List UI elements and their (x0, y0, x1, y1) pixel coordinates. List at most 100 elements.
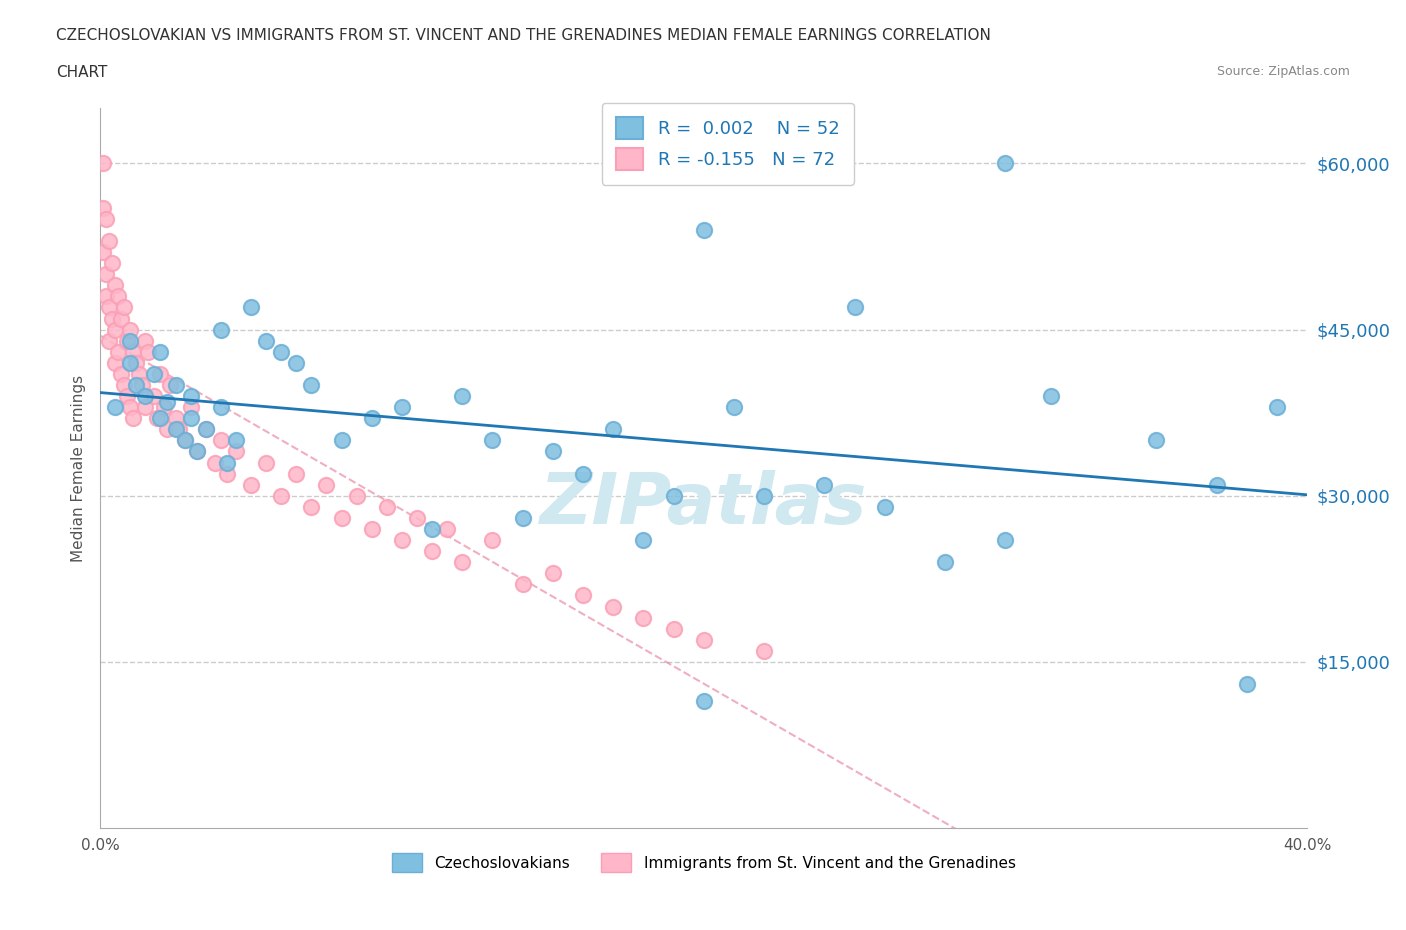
Point (270, 488, 292, 503)
Point (209, 322, 232, 337)
Point (360, 411, 382, 426)
Point (693, 693, 716, 708)
Point (633, 533, 655, 548)
Point (299, 378, 322, 392)
Point (125, 378, 148, 392)
Point (873, 499, 896, 514)
Point (360, 522, 382, 537)
Point (204, 455, 226, 470)
Point (107, 289, 129, 304)
Point (215, 466, 238, 481)
Point (117, 389, 139, 404)
Point (254, 333, 277, 348)
Point (173, 433, 195, 448)
Point (152, 400, 174, 415)
Point (117, 333, 139, 348)
Point (346, 488, 368, 503)
Point (91, 156, 114, 171)
Point (98, 300, 121, 315)
Point (451, 555, 474, 570)
Point (149, 411, 172, 426)
Point (120, 322, 142, 337)
Point (330, 433, 353, 448)
Point (209, 400, 232, 415)
Point (180, 411, 202, 426)
Point (173, 433, 195, 448)
Point (240, 477, 263, 492)
Point (104, 355, 127, 370)
Point (1236, 677, 1258, 692)
Point (994, 156, 1017, 171)
Point (662, 621, 685, 636)
Point (285, 355, 308, 370)
Point (844, 300, 866, 315)
Point (96, 267, 118, 282)
Point (693, 632, 716, 647)
Point (134, 389, 156, 404)
Point (225, 433, 247, 448)
Point (107, 344, 129, 359)
Point (180, 389, 202, 404)
Text: ZIPatlas: ZIPatlas (540, 470, 868, 538)
Point (104, 278, 127, 293)
Point (1205, 477, 1227, 492)
Point (602, 599, 624, 614)
Point (155, 422, 177, 437)
Point (165, 411, 187, 426)
Point (146, 411, 169, 426)
Point (110, 311, 132, 325)
Y-axis label: Median Female Earnings: Median Female Earnings (72, 375, 86, 562)
Point (143, 389, 166, 404)
Point (723, 400, 745, 415)
Point (91, 200, 114, 215)
Point (541, 565, 564, 580)
Point (120, 355, 142, 370)
Point (120, 400, 142, 415)
Point (112, 300, 135, 315)
Point (254, 455, 277, 470)
Point (541, 444, 564, 458)
Point (391, 533, 413, 548)
Point (481, 533, 503, 548)
Point (994, 533, 1017, 548)
Text: Source: ZipAtlas.com: Source: ZipAtlas.com (1216, 65, 1350, 78)
Point (122, 344, 145, 359)
Point (240, 300, 263, 315)
Point (420, 544, 443, 559)
Point (128, 366, 150, 381)
Point (375, 499, 398, 514)
Point (134, 400, 156, 415)
Point (96, 211, 118, 226)
Legend: Czechoslovakians, Immigrants from St. Vincent and the Grenadines: Czechoslovakians, Immigrants from St. Vi… (385, 847, 1022, 878)
Point (602, 422, 624, 437)
Point (143, 366, 166, 381)
Point (215, 455, 238, 470)
Point (101, 256, 124, 271)
Point (436, 522, 458, 537)
Point (138, 344, 160, 359)
Point (186, 444, 208, 458)
Point (155, 394, 177, 409)
Point (165, 422, 187, 437)
Point (572, 588, 595, 603)
Point (572, 466, 595, 481)
Point (122, 411, 145, 426)
Point (165, 378, 187, 392)
Point (225, 444, 247, 458)
Point (1039, 389, 1062, 404)
Point (131, 378, 153, 392)
Point (752, 644, 775, 658)
Point (101, 311, 124, 325)
Point (391, 400, 413, 415)
Point (167, 422, 190, 437)
Point (1265, 400, 1288, 415)
Point (330, 511, 353, 525)
Point (813, 477, 835, 492)
Point (934, 555, 956, 570)
Point (512, 511, 534, 525)
Point (96, 289, 118, 304)
Point (120, 333, 142, 348)
Point (98, 333, 121, 348)
Point (270, 344, 292, 359)
Point (481, 433, 503, 448)
